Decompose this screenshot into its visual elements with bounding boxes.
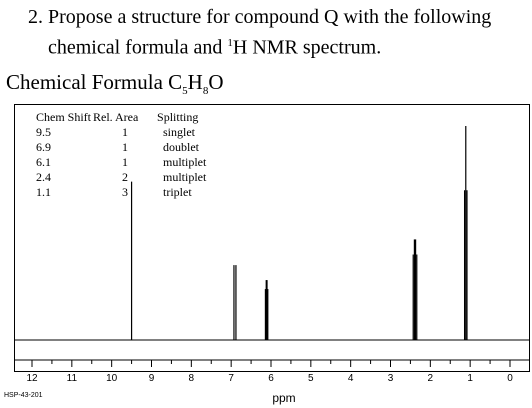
table-cell: multiplet [163,170,207,184]
x-tick-label: 4 [348,373,354,384]
x-tick-label: 10 [106,373,118,384]
x-tick-label: 8 [189,373,195,384]
table-cell: 1 [122,155,129,169]
spectrum-frame [14,104,530,372]
table-cell: 1 [122,140,129,154]
x-tick-label: 11 [67,373,78,384]
table-cell: 9.5 [36,125,51,139]
formula-o: O [208,70,224,94]
table-header: Rel. Area [93,110,139,124]
peaks [130,126,468,340]
table-cell: doublet [163,140,200,154]
formula-label: Chemical Formula C [6,70,183,94]
question-text: 2. Propose a structure for compound Q wi… [28,4,491,61]
question-line-1: 2. Propose a structure for compound Q wi… [28,6,492,28]
table-header: Splitting [157,110,199,124]
table-row: 6.9 1 doublet [36,140,206,155]
table-cell: triplet [163,185,192,199]
table-row: 1.1 3 triplet [36,185,206,200]
table-row: 6.1 1 multiplet [36,155,206,170]
question-line-2: chemical formula and 1H NMR spectrum. [28,30,491,61]
formula-h: H [187,70,203,94]
table-header-row: Chem Shift Rel. Area Splitting [36,110,206,125]
table-cell: 2 [122,170,129,184]
table-cell: singlet [163,125,196,139]
table-header: Chem Shift [36,110,92,124]
x-tick-label: 9 [149,373,155,384]
table-cell: 1.1 [36,185,51,199]
chemical-formula: Chemical Formula C5H8O [6,70,224,97]
x-tick-label: 7 [228,373,234,384]
table-row: 2.4 2 multiplet [36,170,206,185]
table-cell: 6.1 [36,155,51,169]
x-tick-label: 5 [308,373,314,384]
table-row: 9.5 1 singlet [36,125,206,140]
formula-h-count: 8 [202,85,209,98]
formula-c-count: 5 [182,85,188,98]
table-cell: 2.4 [36,170,51,184]
x-tick-label: 6 [268,373,274,384]
footer-code: HSP-43-201 [4,392,43,399]
x-tick-label: 3 [388,373,394,384]
x-tick-label: 12 [26,373,38,384]
x-axis-label: ppm [272,391,295,405]
nmr-data-table: Chem Shift Rel. Area Splitting 9.5 1 singl… [36,110,206,200]
table-cell: 1 [122,125,129,139]
x-tick-label: 2 [428,373,434,384]
x-tick-label: 0 [507,373,513,384]
x-tick-label: 1 [467,373,473,384]
question-line-2-end: H NMR spectrum. [232,36,382,59]
table-cell: 3 [122,185,129,199]
table-cell: multiplet [163,155,207,169]
x-axis: 12 11 10 9 8 7 6 5 4 3 2 1 0 [14,339,530,384]
question-line-2-text: chemical formula and [48,36,228,59]
isotope-superscript: 1 [227,37,233,49]
table-cell: 6.9 [36,140,51,154]
